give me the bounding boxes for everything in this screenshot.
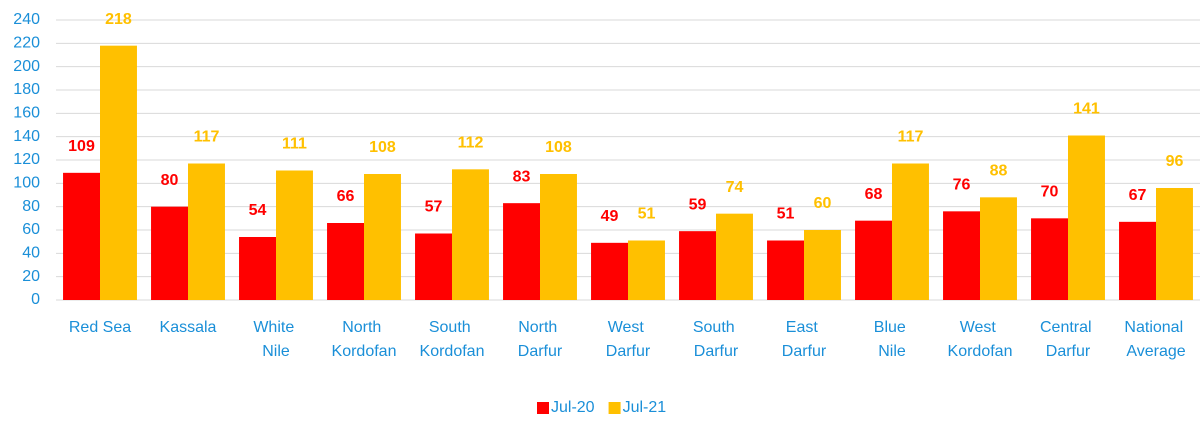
bar <box>767 240 804 300</box>
legend-swatch <box>608 402 621 414</box>
y-tick-label: 220 <box>13 35 40 52</box>
x-tick-label: Central Darfur <box>1040 319 1096 360</box>
x-tick-label: East Darfur <box>782 319 827 360</box>
value-label: 80 <box>161 172 179 189</box>
x-tick-label: North Kordofan <box>332 319 397 360</box>
value-label: 109 <box>68 138 95 155</box>
bar <box>892 163 929 300</box>
value-label: 67 <box>1129 187 1147 204</box>
value-label: 60 <box>814 195 832 212</box>
y-tick-label: 240 <box>13 11 40 28</box>
value-label: 68 <box>865 186 883 203</box>
value-label: 74 <box>726 179 744 196</box>
bar <box>100 45 137 300</box>
value-label: 108 <box>545 139 572 156</box>
x-tick-label: South Darfur <box>693 319 739 360</box>
x-tick-label: West Kordofan <box>948 319 1013 360</box>
value-label: 111 <box>282 136 307 153</box>
y-tick-label: 180 <box>13 81 40 98</box>
bar <box>1119 221 1156 300</box>
y-tick-label: 20 <box>22 268 40 285</box>
value-label: 49 <box>601 208 619 225</box>
y-tick-label: 40 <box>22 245 40 262</box>
value-label: 83 <box>513 168 531 185</box>
x-tick-label: North Darfur <box>518 319 563 360</box>
value-label: 141 <box>1073 101 1100 118</box>
value-label: 96 <box>1166 153 1184 170</box>
x-tick-label: South Kordofan <box>420 319 485 360</box>
y-tick-label: 100 <box>13 175 40 192</box>
x-tick-label: West Darfur <box>606 319 651 360</box>
bar <box>980 197 1017 300</box>
bar <box>1068 135 1105 300</box>
y-tick-label: 60 <box>22 221 40 238</box>
legend-swatch <box>537 402 549 414</box>
y-tick-label: 80 <box>22 198 40 215</box>
x-tick-label: Red Sea <box>69 319 131 336</box>
bar <box>628 240 665 300</box>
bar <box>276 170 313 300</box>
x-tick-label: White Nile <box>253 319 298 360</box>
bar <box>716 213 753 300</box>
value-label: 66 <box>337 188 355 205</box>
x-tick-label: National Average <box>1124 319 1187 360</box>
value-label: 218 <box>105 11 132 28</box>
bar <box>1156 188 1193 300</box>
bar <box>804 230 841 300</box>
value-label: 117 <box>898 129 924 146</box>
value-label: 51 <box>777 206 795 223</box>
value-label: 108 <box>369 139 396 156</box>
value-label: 59 <box>689 196 707 213</box>
bar <box>63 172 100 300</box>
bar <box>188 163 225 300</box>
value-label: 70 <box>1041 184 1059 201</box>
y-tick-label: 0 <box>31 291 40 308</box>
value-label: 57 <box>425 199 443 216</box>
value-label: 117 <box>194 129 220 146</box>
x-tick-label: Kassala <box>160 319 217 336</box>
bar <box>943 211 980 300</box>
value-label: 88 <box>990 163 1008 180</box>
x-tick-label: Blue Nile <box>874 319 910 360</box>
bar <box>503 203 540 300</box>
bar <box>239 237 276 300</box>
bar <box>364 174 401 300</box>
bar <box>452 169 489 300</box>
legend-label: Jul-21 <box>623 399 667 416</box>
value-label: 76 <box>953 177 971 194</box>
bar <box>151 206 188 300</box>
bar <box>679 231 716 300</box>
legend-label: Jul-20 <box>551 399 595 416</box>
bar <box>415 233 452 300</box>
value-label: 112 <box>458 135 484 152</box>
y-tick-label: 200 <box>13 58 40 75</box>
value-label: 51 <box>638 206 656 223</box>
y-tick-label: 140 <box>13 128 40 145</box>
bar <box>1031 218 1068 300</box>
bar <box>591 242 628 300</box>
bar <box>327 223 364 300</box>
y-tick-label: 120 <box>13 151 40 168</box>
y-tick-label: 160 <box>13 105 40 122</box>
bar <box>855 220 892 300</box>
bar <box>540 174 577 300</box>
value-label: 54 <box>249 202 267 219</box>
